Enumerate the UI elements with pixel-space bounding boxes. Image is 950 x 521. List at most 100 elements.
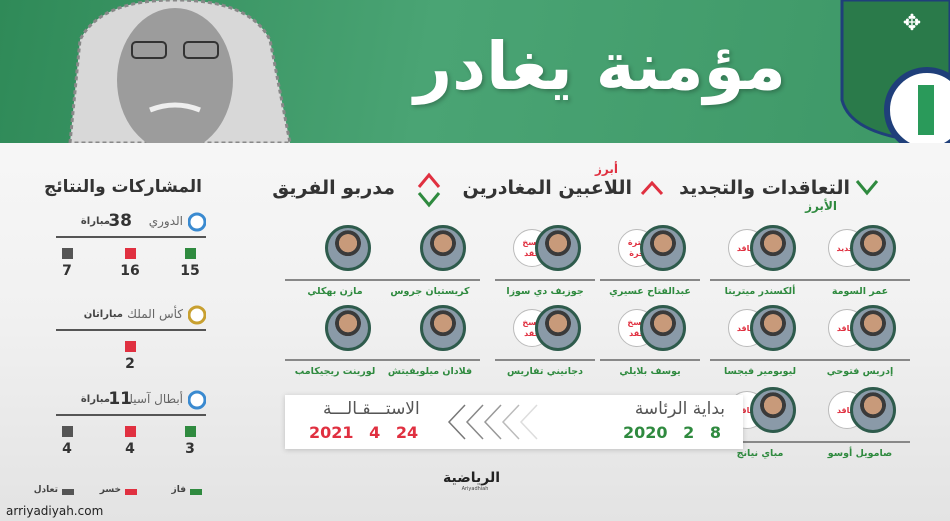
divider	[495, 279, 595, 281]
person-card: تجديد عمر السومة	[810, 225, 910, 303]
won-square	[185, 426, 196, 437]
person-card: تعاقد ألكسندر ميتريتا	[710, 225, 810, 303]
person-card: فترة حرة عبدالفتاح عسيري	[600, 225, 700, 303]
diamond-up-down-icon	[417, 172, 441, 208]
person-photo	[750, 305, 796, 351]
match-count: 38	[108, 211, 132, 231]
divider	[380, 279, 480, 281]
competition-logo-icon	[188, 305, 206, 325]
contracts-heading: التعاقدات والتجديد	[679, 177, 850, 199]
legend-lost-swatch	[125, 489, 137, 495]
svg-text:✥: ✥	[903, 11, 921, 36]
person-card: تعاقد صامويل أوسو	[810, 387, 910, 465]
match-unit: مباراة	[80, 394, 110, 405]
person-name: جوزيف دي سوزا	[506, 286, 584, 297]
divider	[710, 441, 810, 443]
person-photo	[420, 305, 466, 351]
check-chevron-down-icon	[855, 180, 879, 196]
person-photo	[850, 305, 896, 351]
lost-square	[125, 426, 136, 437]
legend-draw: تعادل	[33, 485, 58, 495]
draw-square	[62, 426, 73, 437]
lost-count: 16	[120, 263, 140, 279]
brand-name: الرياضية	[442, 470, 500, 486]
draw-count: 4	[62, 441, 72, 457]
person-card: فلادان ميلويفيتش	[380, 305, 480, 383]
person-photo	[535, 305, 581, 351]
legend-won-swatch	[190, 489, 202, 495]
divider	[285, 279, 385, 281]
match-unit: مباراة	[80, 216, 110, 227]
person-photo	[750, 225, 796, 271]
divider	[710, 279, 810, 281]
person-name: دجانيني تفاريس	[507, 366, 583, 377]
person-card: تعاقد ليوبومير فيجسا	[710, 305, 810, 383]
person-card: فسخ عقد جوزيف دي سوزا	[495, 225, 595, 303]
person-photo	[850, 225, 896, 271]
page-title: مؤمنة يغادر	[414, 28, 786, 105]
lost-square	[125, 248, 136, 259]
person-photo	[420, 225, 466, 271]
person-name: يوسف بلايلي	[619, 366, 681, 377]
stats-heading: المشاركات والنتائج	[43, 177, 202, 197]
competition-logo-icon	[188, 390, 206, 410]
divider	[380, 359, 480, 361]
person-photo	[535, 225, 581, 271]
person-name: ألكسندر ميتريتا	[724, 286, 796, 297]
divider	[810, 279, 910, 281]
divider	[495, 359, 595, 361]
contracts-sub: الأبرز	[805, 199, 837, 213]
president-portrait	[68, 0, 292, 143]
won-count: 3	[185, 441, 195, 457]
draw-count: 7	[62, 263, 72, 279]
person-name: ليوبومير فيجسا	[723, 366, 797, 377]
match-unit: مباراتان	[83, 309, 123, 320]
club-logo: ✥	[840, 0, 950, 143]
coaches-heading: مدربو الفريق	[272, 177, 395, 199]
watermark: arriyadiyah.com	[6, 504, 104, 518]
divider	[600, 359, 700, 361]
end-date: 24 4 2021	[309, 423, 419, 442]
brand-handle: Ariyadhiah	[461, 486, 489, 492]
person-name: فلادان ميلويفيتش	[387, 366, 473, 377]
divider	[810, 441, 910, 443]
divider	[600, 279, 700, 281]
person-name: صامويل أوسو	[827, 448, 893, 459]
departures-heading: اللاعبين المغادرين	[462, 177, 632, 199]
person-card: مازن بهكلي	[285, 225, 385, 303]
lost-count: 4	[125, 441, 135, 457]
departures-sub: أبرز	[595, 162, 618, 176]
brand-logo: الرياضية Ariyadhiah	[442, 470, 500, 492]
person-photo	[850, 387, 896, 433]
person-card: كريستيان جروس	[380, 225, 480, 303]
legend-lost: خسر	[99, 485, 121, 495]
start-date: 8 2 2020	[623, 423, 721, 442]
person-name: عبدالفتاح عسيري	[609, 286, 691, 297]
person-name: مازن بهكلي	[307, 286, 363, 297]
lost-square	[125, 341, 136, 352]
person-name: كريستيان جروس	[390, 286, 470, 297]
divider	[56, 236, 206, 238]
legend-draw-swatch	[62, 489, 74, 495]
match-count: 11	[108, 389, 132, 409]
divider	[56, 414, 206, 416]
person-name: إدريس فتوحي	[826, 366, 894, 377]
person-name: مباي نيانج	[736, 448, 784, 459]
person-photo	[750, 387, 796, 433]
draw-square	[62, 248, 73, 259]
caret-up-icon	[640, 181, 664, 196]
won-count: 15	[180, 263, 200, 279]
tenure-box: بداية الرئاسة 8 2 2020 الاستـــقـالـــة …	[285, 395, 743, 449]
person-card: لورينت ريجيكامب	[285, 305, 385, 383]
person-card: تعاقد إدريس فتوحي	[810, 305, 910, 383]
start-label: بداية الرئاسة	[634, 399, 725, 419]
person-photo	[325, 305, 371, 351]
person-name: عمر السومة	[831, 286, 889, 297]
divider	[285, 359, 385, 361]
person-card: فسخ عقد دجانيني تفاريس	[495, 305, 595, 383]
divider	[810, 359, 910, 361]
person-name: لورينت ريجيكامب	[294, 366, 376, 377]
divider	[710, 359, 810, 361]
divider	[56, 329, 206, 331]
competition-name: كأس الملك	[127, 307, 183, 321]
